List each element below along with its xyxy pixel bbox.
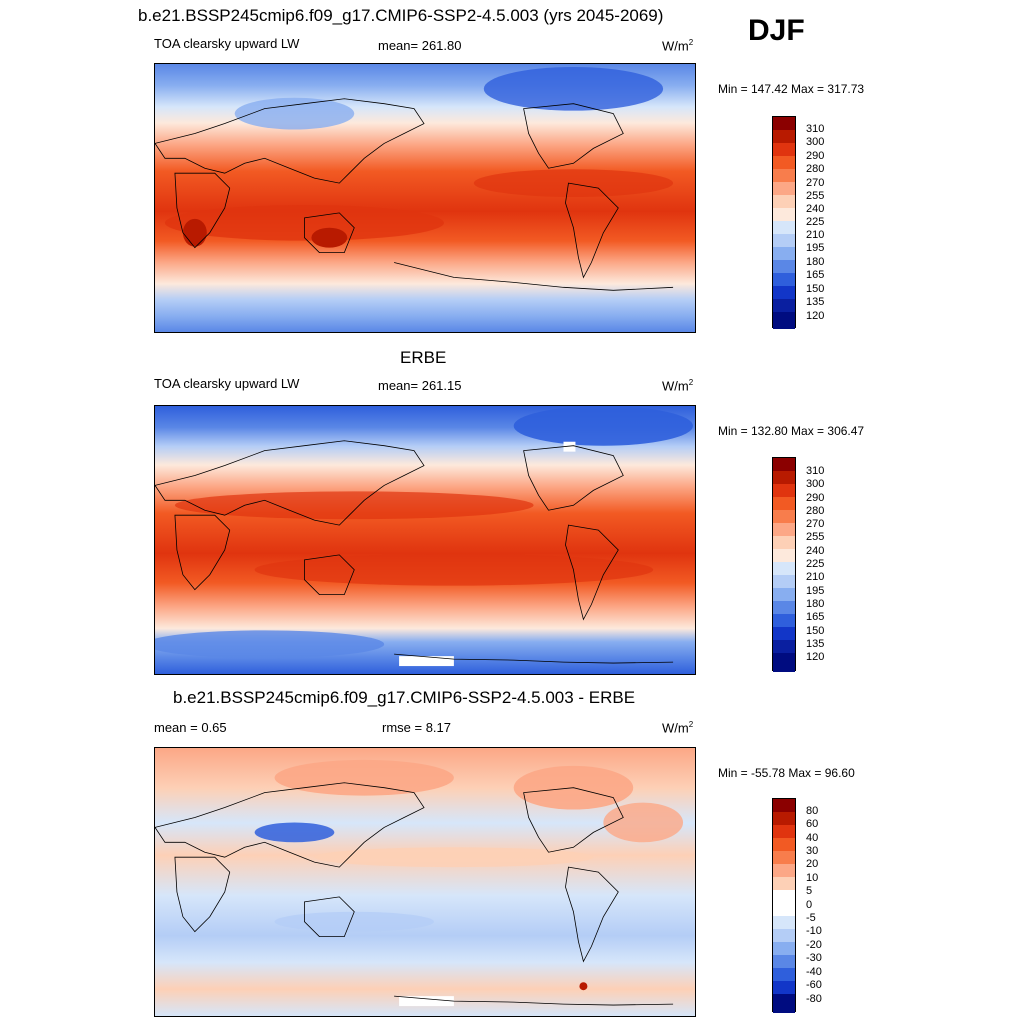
colorbar-label: 300 bbox=[806, 136, 825, 148]
colorbar-label: 135 bbox=[806, 296, 825, 308]
colorbar-label: 180 bbox=[806, 598, 825, 610]
panel-1-units-label: W/m2 bbox=[662, 38, 694, 54]
panel-3-units-label: W/m2 bbox=[662, 720, 694, 736]
panel-2-units-label: W/m2 bbox=[662, 378, 694, 394]
panel-2-colorbar bbox=[772, 457, 796, 672]
colorbar-label: 225 bbox=[806, 216, 825, 228]
colorbar-label: 5 bbox=[806, 885, 813, 897]
colorbar-label: 10 bbox=[806, 872, 819, 884]
colorbar-label: 280 bbox=[806, 163, 825, 175]
panel-1-colorbar bbox=[772, 116, 796, 329]
colorbar-label: 0 bbox=[806, 899, 813, 911]
colorbar-label: 255 bbox=[806, 190, 825, 202]
colorbar-label: 225 bbox=[806, 558, 825, 570]
panel-3-colorbar bbox=[772, 798, 796, 1013]
colorbar-label: 165 bbox=[806, 269, 825, 281]
colorbar-label: 120 bbox=[806, 651, 825, 663]
colorbar-label: 135 bbox=[806, 638, 825, 650]
panel-1-map bbox=[154, 63, 696, 333]
panel-1-minmax-label: Min = 147.42 Max = 317.73 bbox=[718, 82, 865, 96]
colorbar-label: -10 bbox=[806, 925, 822, 937]
colorbar-label: 150 bbox=[806, 625, 825, 637]
colorbar-label: 270 bbox=[806, 177, 825, 189]
colorbar-label: -20 bbox=[806, 939, 822, 951]
colorbar-label: -30 bbox=[806, 952, 822, 964]
colorbar-label: -80 bbox=[806, 993, 822, 1005]
colorbar-label: 30 bbox=[806, 845, 819, 857]
colorbar-label: 165 bbox=[806, 611, 825, 623]
colorbar-label: 255 bbox=[806, 531, 825, 543]
panel-3-minmax-label: Min = -55.78 Max = 96.60 bbox=[718, 766, 855, 780]
colorbar-label: 80 bbox=[806, 805, 819, 817]
panel-1-title: b.e21.BSSP245cmip6.f09_g17.CMIP6-SSP2-4.… bbox=[138, 6, 664, 25]
colorbar-label: -40 bbox=[806, 966, 822, 978]
colorbar-label: 40 bbox=[806, 832, 819, 844]
panel-3-map bbox=[154, 747, 696, 1017]
colorbar-label: 290 bbox=[806, 492, 825, 504]
panel-1-variable-label: TOA clearsky upward LW bbox=[154, 36, 300, 51]
panel-3-mean-label: mean = 0.65 bbox=[154, 720, 227, 735]
panel-2-map bbox=[154, 405, 696, 675]
panel-2-minmax-label: Min = 132.80 Max = 306.47 bbox=[718, 424, 865, 438]
colorbar-label: 210 bbox=[806, 229, 825, 241]
panel-2-variable-label: TOA clearsky upward LW bbox=[154, 376, 300, 391]
panel-2-title: ERBE bbox=[400, 348, 447, 367]
colorbar-label: 310 bbox=[806, 465, 825, 477]
panel-1-mean-label: mean= 261.80 bbox=[378, 38, 462, 53]
colorbar-label: 240 bbox=[806, 545, 825, 557]
colorbar-label: 150 bbox=[806, 283, 825, 295]
panel-2-mean-label: mean= 261.15 bbox=[378, 378, 462, 393]
colorbar-label: -5 bbox=[806, 912, 816, 924]
colorbar-label: 310 bbox=[806, 123, 825, 135]
colorbar-label: 210 bbox=[806, 571, 825, 583]
panel-3-title: b.e21.BSSP245cmip6.f09_g17.CMIP6-SSP2-4.… bbox=[173, 688, 636, 707]
colorbar-label: 300 bbox=[806, 478, 825, 490]
colorbar-label: 120 bbox=[806, 310, 825, 322]
colorbar-label: 60 bbox=[806, 818, 819, 830]
colorbar-label: 270 bbox=[806, 518, 825, 530]
panel-3-rmse-label: rmse = 8.17 bbox=[382, 720, 452, 735]
colorbar-label: 290 bbox=[806, 150, 825, 162]
colorbar-label: 195 bbox=[806, 585, 825, 597]
colorbar-label: 20 bbox=[806, 858, 819, 870]
season-label: DJF bbox=[748, 14, 805, 47]
colorbar-label: 195 bbox=[806, 242, 825, 254]
colorbar-label: 180 bbox=[806, 256, 825, 268]
colorbar-label: -60 bbox=[806, 979, 822, 991]
colorbar-label: 240 bbox=[806, 203, 825, 215]
colorbar-label: 280 bbox=[806, 505, 825, 517]
